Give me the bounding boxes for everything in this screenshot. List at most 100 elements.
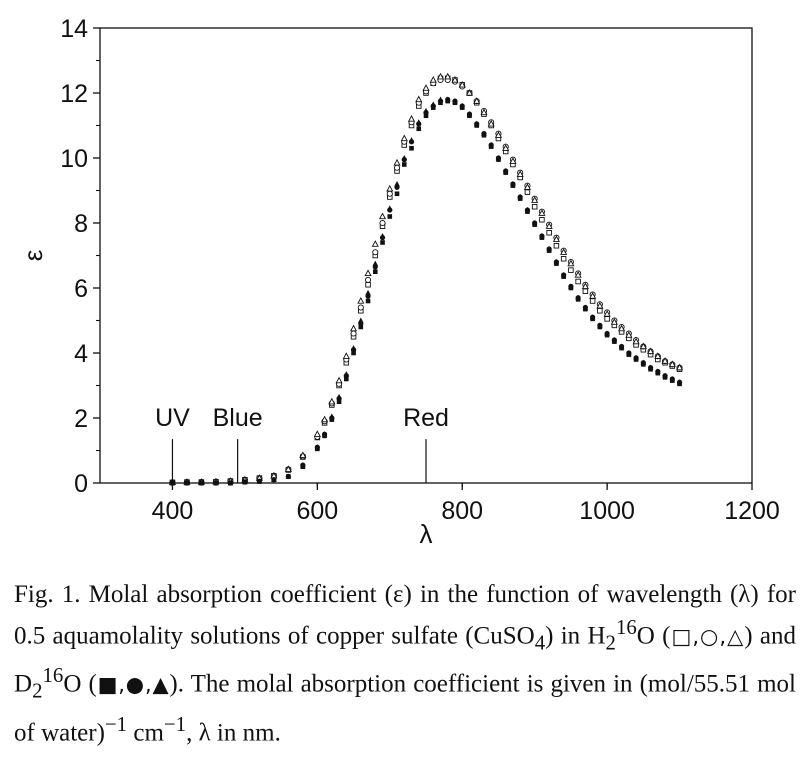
open-triangle-point (494, 131, 502, 138)
filled-square-point (416, 126, 422, 132)
open-triangle-point (342, 352, 350, 359)
x-tick-label: 1000 (579, 497, 635, 525)
open-square-point (365, 282, 371, 288)
open-square-point (553, 242, 560, 249)
open-triangle-point (545, 222, 553, 229)
filled-triangle-point (676, 379, 683, 385)
open-triangle-point (639, 342, 647, 350)
y-tick-label: 8 (74, 210, 88, 238)
data-points (168, 72, 684, 486)
open-triangle-point (538, 209, 546, 216)
filled-triangle-point (336, 393, 342, 400)
x-axis-label: λ (420, 519, 433, 549)
open-triangle-point (321, 415, 329, 423)
open-square-point (597, 308, 603, 314)
x-tick-label: 800 (441, 497, 483, 525)
filled-triangle-point (184, 480, 190, 486)
filled-triangle-point (437, 96, 444, 102)
caption-h2o-symbols: □,○,△ (670, 624, 745, 649)
open-triangle-point (654, 352, 662, 359)
open-triangle-point (415, 95, 423, 103)
open-triangle-point (386, 184, 394, 192)
open-circle-point (350, 330, 357, 337)
open-triangle-point (335, 376, 343, 384)
open-triangle-point (284, 465, 292, 472)
open-triangle-point (502, 144, 510, 151)
filled-triangle-point (655, 368, 661, 374)
open-triangle-point (364, 269, 372, 277)
open-triangle-point (581, 282, 589, 290)
caption-text: cm (127, 718, 164, 746)
filled-triangle-point (408, 137, 415, 143)
open-triangle-point (560, 248, 568, 255)
filled-square-point (409, 145, 414, 151)
y-axis-label: ε (18, 249, 48, 261)
filled-square-point (423, 113, 429, 119)
open-triangle-point (422, 84, 430, 91)
filled-triangle-point (423, 107, 429, 114)
annotation-label: Blue (213, 404, 263, 432)
filled-triangle-point (314, 444, 321, 450)
filled-triangle-point (662, 372, 668, 378)
open-square-point (546, 229, 552, 236)
caption-superscript: 16 (42, 663, 64, 688)
filled-triangle-point (553, 259, 560, 265)
filled-triangle-point (575, 294, 581, 300)
filled-triangle-point (568, 283, 574, 289)
open-triangle-point (407, 115, 416, 122)
chart-area: 400 600 800 1000 1200 0 2 4 6 8 10 12 14 UV Blue Red λ… (18, 15, 780, 549)
caption-text: ) and D (14, 622, 796, 698)
filled-triangle-point (473, 120, 480, 127)
filled-triangle-point (597, 322, 603, 328)
filled-square-point (401, 162, 407, 167)
open-triangle-point (436, 72, 445, 80)
filled-triangle-point (321, 431, 328, 437)
open-triangle-point (509, 157, 517, 164)
filled-triangle-point (227, 480, 234, 486)
open-triangle-point (661, 357, 669, 364)
caption-text: O ( (636, 622, 671, 650)
open-triangle-point (552, 235, 560, 242)
open-circle-point (386, 190, 393, 197)
filled-triangle-point (626, 350, 632, 356)
filled-triangle-point (350, 345, 357, 351)
open-square-point (582, 288, 589, 295)
filled-square-point (380, 240, 385, 245)
filled-triangle-point (198, 480, 205, 486)
filled-triangle-point (285, 473, 292, 479)
filled-triangle-point (539, 233, 545, 239)
filled-triangle-point (531, 220, 538, 226)
axis-ticks: 400 600 800 1000 1200 0 2 4 6 8 10 12 14 (60, 15, 780, 525)
filled-triangle-point (256, 478, 263, 484)
filled-triangle-point (560, 272, 567, 278)
open-square-point (568, 267, 574, 273)
caption-superscript: −1 (104, 711, 128, 736)
caption-fig-label: Fig. 1. (14, 581, 81, 608)
filled-triangle-point (365, 289, 371, 296)
caption-subscript: 2 (32, 678, 43, 703)
open-triangle-point (589, 292, 597, 299)
filled-triangle-point (242, 479, 248, 485)
open-square-point (604, 316, 610, 322)
open-triangle-point (350, 324, 358, 332)
open-triangle-point (378, 212, 387, 220)
open-triangle-point (444, 72, 452, 80)
open-triangle-point (567, 259, 575, 267)
y-tick-label: 6 (74, 275, 88, 303)
filled-triangle-point (488, 142, 494, 148)
x-tick-label: 600 (296, 497, 338, 525)
open-triangle-point (596, 301, 604, 309)
caption-subscript: 2 (605, 630, 616, 655)
open-circle-point (379, 219, 386, 227)
filled-triangle-point (582, 304, 589, 310)
filled-triangle-point (517, 194, 523, 200)
open-square-point (539, 216, 545, 223)
caption-text: O ( (63, 670, 97, 698)
open-triangle-point (393, 158, 401, 166)
open-triangle-point (668, 360, 676, 368)
open-triangle-point (400, 134, 408, 142)
open-triangle-point (647, 347, 655, 355)
open-circle-point (393, 164, 401, 171)
open-triangle-point (632, 337, 640, 345)
open-triangle-point (465, 89, 474, 96)
